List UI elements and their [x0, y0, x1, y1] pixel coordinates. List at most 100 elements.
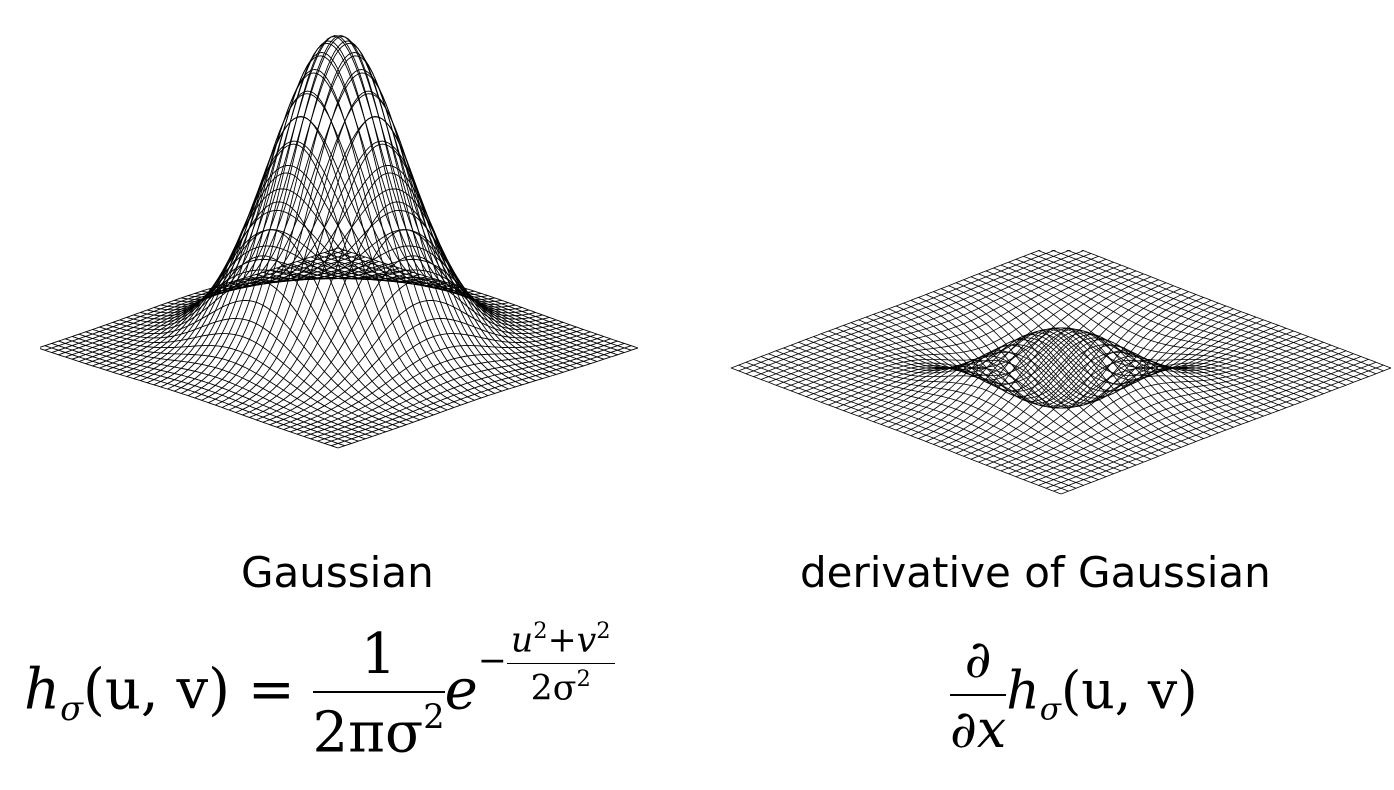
- derivative-gridline: [888, 302, 1219, 428]
- derivative-gridline: [1008, 347, 1339, 475]
- exponent-v-power: 2: [596, 618, 611, 644]
- derivative-formula-arguments: (u, v): [1061, 661, 1198, 722]
- gaussian-gridline: [167, 55, 468, 390]
- derivative-gridline: [783, 261, 1114, 389]
- gaussian-gridline: [40, 348, 339, 449]
- derivative-gridline: [753, 250, 1084, 377]
- exponent-plus: +: [547, 620, 577, 661]
- partial-derivative-fraction: ∂ ∂x: [950, 630, 1007, 760]
- derivative-of-gaussian-surface-plot: [730, 250, 1392, 495]
- gaussian-gridline: [85, 263, 386, 365]
- gaussian-gridline: [187, 35, 489, 397]
- derivative-gridline: [985, 339, 1317, 466]
- exponent-v: v: [576, 620, 597, 661]
- gaussian-gridline: [106, 245, 407, 371]
- derivative-gridline: [850, 288, 1182, 414]
- gaussian-gridline: [208, 69, 509, 404]
- gaussian-caption: Gaussian: [241, 548, 434, 597]
- gaussian-gridline: [249, 229, 550, 418]
- gaussian-gridline: [133, 165, 434, 380]
- derivative-formula: ∂ ∂x hσ(u, v): [950, 630, 1198, 760]
- gaussian-formula: hσ(u, v) = 1 2πσ2 e − u2+v2 2σ2: [24, 618, 615, 766]
- gaussian-gridline: [194, 40, 495, 399]
- gaussian-gridline: [140, 140, 441, 382]
- gaussian-gridline: [276, 318, 577, 428]
- exponent-denominator-power: 2: [576, 665, 591, 692]
- exponent-fraction: u2+v2 2σ2: [506, 618, 615, 709]
- exponent-u-power: 2: [533, 618, 548, 644]
- derivative-formula-sigma: σ: [1039, 691, 1062, 728]
- gaussian-mesh: [40, 35, 639, 449]
- gaussian-gridline: [160, 72, 461, 388]
- derivative-gridline: [1015, 350, 1347, 478]
- gaussian-surface-plot: [40, 35, 639, 449]
- gaussian-gridline: [262, 279, 564, 423]
- derivative-gridline: [910, 311, 1242, 437]
- formula-equals: =: [247, 657, 295, 723]
- derivative-gridline: [835, 282, 1167, 409]
- fraction-numerator: 1: [360, 622, 397, 688]
- derivative-gridline: [963, 330, 1294, 457]
- gaussian-gridline: [283, 329, 584, 430]
- exponent-denominator: 2σ2: [507, 666, 615, 709]
- gaussian-gridline: [269, 300, 570, 426]
- derivative-gridline: [993, 341, 1324, 469]
- derivative-gridline: [775, 258, 1107, 386]
- gaussian-gridline: [119, 209, 420, 375]
- derivative-gridline: [768, 256, 1099, 383]
- gaussian-gridline: [310, 338, 611, 440]
- formula-sigma-subscript: σ: [60, 689, 83, 729]
- gaussian-gridline: [65, 338, 366, 440]
- denominator-text: 2πσ: [312, 700, 424, 766]
- derivative-gridline: [1000, 264, 1332, 392]
- exponent-numerator: u2+v2: [507, 618, 615, 661]
- gaussian-gridline: [160, 90, 461, 406]
- gaussian-gridline: [331, 345, 632, 447]
- derivative-gridline: [790, 264, 1122, 392]
- derivative-gridline: [738, 364, 1069, 492]
- gaussian-gridline: [201, 52, 502, 401]
- gaussian-gridline: [181, 40, 482, 399]
- derivative-gridline: [828, 279, 1159, 406]
- formula-fraction: 1 2πσ2: [312, 622, 445, 766]
- derivative-gridline: [1060, 367, 1392, 495]
- derivative-gridline: [1045, 361, 1377, 489]
- gaussian-gridline: [296, 333, 598, 435]
- derivative-gridline: [918, 313, 1249, 439]
- partial-fraction-bar: [950, 694, 1007, 696]
- derivative-gridline: [745, 250, 1072, 375]
- gaussian-gridline: [256, 255, 557, 421]
- derivative-gridline: [1053, 364, 1384, 492]
- derivative-gridline: [1023, 353, 1354, 480]
- gaussian-gridline: [58, 254, 359, 356]
- exponent-minus: −: [477, 641, 507, 682]
- gaussian-gridline: [126, 188, 427, 377]
- gaussian-gridline: [51, 342, 352, 444]
- derivative-caption: derivative of Gaussian: [800, 548, 1271, 597]
- derivative-gridline: [978, 336, 1309, 463]
- derivative-gridline: [813, 273, 1144, 400]
- exponent-u: u: [510, 620, 534, 661]
- derivative-gridline: [760, 253, 1092, 380]
- gaussian-gridline: [242, 201, 543, 416]
- gaussian-gridline: [290, 331, 591, 433]
- derivative-formula-h: h: [1006, 661, 1040, 722]
- fraction-bar: [312, 691, 445, 694]
- derivative-gridline: [738, 250, 1057, 372]
- derivative-gridline: [895, 305, 1227, 431]
- derivative-gridline: [925, 316, 1257, 442]
- gaussian-gridline: [44, 249, 345, 351]
- gaussian-gridline: [337, 347, 639, 449]
- derivative-gridline: [903, 308, 1234, 434]
- gaussian-gridline: [310, 256, 611, 358]
- gaussian-gridline: [78, 261, 380, 362]
- gaussian-gridline: [317, 254, 618, 356]
- gaussian-gridline: [303, 336, 605, 437]
- derivative-gridline: [1038, 359, 1369, 486]
- derivative-gridline: [933, 319, 1264, 445]
- gaussian-gridline: [324, 342, 625, 444]
- derivative-gridline: [955, 327, 1287, 454]
- partial-denominator: ∂x: [950, 700, 1007, 760]
- derivative-gridline: [970, 333, 1302, 460]
